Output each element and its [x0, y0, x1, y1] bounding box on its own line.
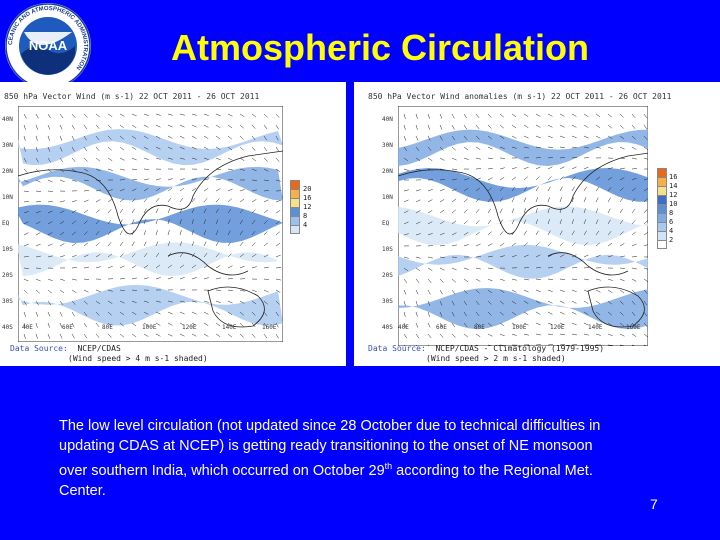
- slide-title: Atmospheric Circulation: [170, 27, 590, 68]
- axis-tick-label: 10N: [2, 194, 13, 201]
- colorbar-label: 4: [303, 221, 308, 229]
- colorbar-swatch: [657, 204, 667, 213]
- colorbar-swatch: [657, 240, 667, 249]
- colorbar-swatch: [657, 177, 667, 186]
- axis-tick-label: 60E: [62, 324, 73, 331]
- map-panel-anomaly: 850 hPa Vector Wind anomalies (m s-1) 22…: [354, 82, 720, 366]
- colorbar-label: 14: [669, 182, 678, 190]
- colorbar-label: 10: [669, 200, 678, 208]
- colorbar-label: 16: [303, 194, 312, 202]
- noaa-logo: NATIONAL OCEANIC AND ATMOSPHERIC ADMINIS…: [2, 2, 91, 89]
- colorbar: [290, 180, 300, 234]
- axis-tick-label: 40N: [382, 116, 393, 123]
- axis-tick-label: EQ: [2, 220, 10, 227]
- colorbar-label: 6: [669, 218, 674, 226]
- axis-tick-label: 20N: [382, 168, 393, 175]
- colorbar-label: 12: [669, 191, 678, 199]
- colorbar-label: 2: [669, 236, 674, 244]
- colorbar-label: 8: [303, 212, 308, 220]
- colorbar-swatch: [290, 225, 300, 234]
- axis-tick-label: 60E: [436, 324, 447, 331]
- axis-tick-label: 20S: [382, 272, 393, 279]
- colorbar-label: 4: [669, 227, 674, 235]
- axis-tick-label: 10N: [382, 194, 393, 201]
- axis-tick-label: 120E: [550, 324, 565, 331]
- caption: The low level circulation (not updated s…: [59, 418, 601, 499]
- axis-tick-label: 40S: [382, 324, 393, 331]
- colorbar-swatch: [657, 231, 667, 240]
- axis-tick-label: 30S: [382, 298, 393, 305]
- axis-tick-label: 20N: [2, 168, 13, 175]
- colorbar-swatch: [290, 180, 300, 189]
- data-source: Data Source: NCEP/CDAS (Wind speed > 4 m…: [10, 344, 208, 363]
- colorbar-swatch: [290, 216, 300, 225]
- axis-tick-label: 100E: [142, 324, 157, 331]
- page-number: 7: [650, 496, 658, 512]
- colorbar-label: 16: [669, 173, 678, 181]
- logo-text: NOAA: [29, 38, 68, 53]
- colorbar-swatch: [657, 195, 667, 204]
- wind-anomaly-map: [398, 106, 648, 346]
- axis-tick-label: 160E: [626, 324, 641, 331]
- axis-tick-label: 140E: [222, 324, 237, 331]
- map-title: 850 hPa Vector Wind (m s-1) 22 OCT 2011 …: [4, 92, 260, 101]
- axis-tick-label: 80E: [474, 324, 485, 331]
- axis-tick-label: 20S: [2, 272, 13, 279]
- map-panel-wind: 850 hPa Vector Wind (m s-1) 22 OCT 2011 …: [0, 82, 346, 366]
- axis-tick-label: 160E: [262, 324, 277, 331]
- axis-tick-label: 30S: [2, 298, 13, 305]
- axis-tick-label: 30N: [382, 142, 393, 149]
- axis-tick-label: 40S: [2, 324, 13, 331]
- colorbar: [657, 168, 667, 249]
- map-title: 850 hPa Vector Wind anomalies (m s-1) 22…: [368, 92, 672, 101]
- axis-tick-label: 40N: [2, 116, 13, 123]
- wind-vector-map: [18, 106, 283, 342]
- data-source: Data Source: NCEP/CDAS - Climatology (19…: [368, 344, 605, 363]
- axis-tick-label: 10S: [382, 246, 393, 253]
- colorbar-swatch: [657, 186, 667, 195]
- axis-tick-label: 40E: [398, 324, 409, 331]
- colorbar-swatch: [290, 207, 300, 216]
- axis-tick-label: 120E: [182, 324, 197, 331]
- colorbar-swatch: [290, 198, 300, 207]
- colorbar-swatch: [657, 213, 667, 222]
- axis-tick-label: 10S: [2, 246, 13, 253]
- colorbar-label: 8: [669, 209, 674, 217]
- axis-tick-label: 40E: [22, 324, 33, 331]
- axis-tick-label: 30N: [2, 142, 13, 149]
- colorbar-label: 20: [303, 185, 312, 193]
- colorbar-swatch: [290, 189, 300, 198]
- axis-tick-label: EQ: [382, 220, 390, 227]
- axis-tick-label: 140E: [588, 324, 603, 331]
- colorbar-label: 12: [303, 203, 312, 211]
- colorbar-swatch: [657, 222, 667, 231]
- axis-tick-label: 100E: [512, 324, 527, 331]
- axis-tick-label: 80E: [102, 324, 113, 331]
- colorbar-swatch: [657, 168, 667, 177]
